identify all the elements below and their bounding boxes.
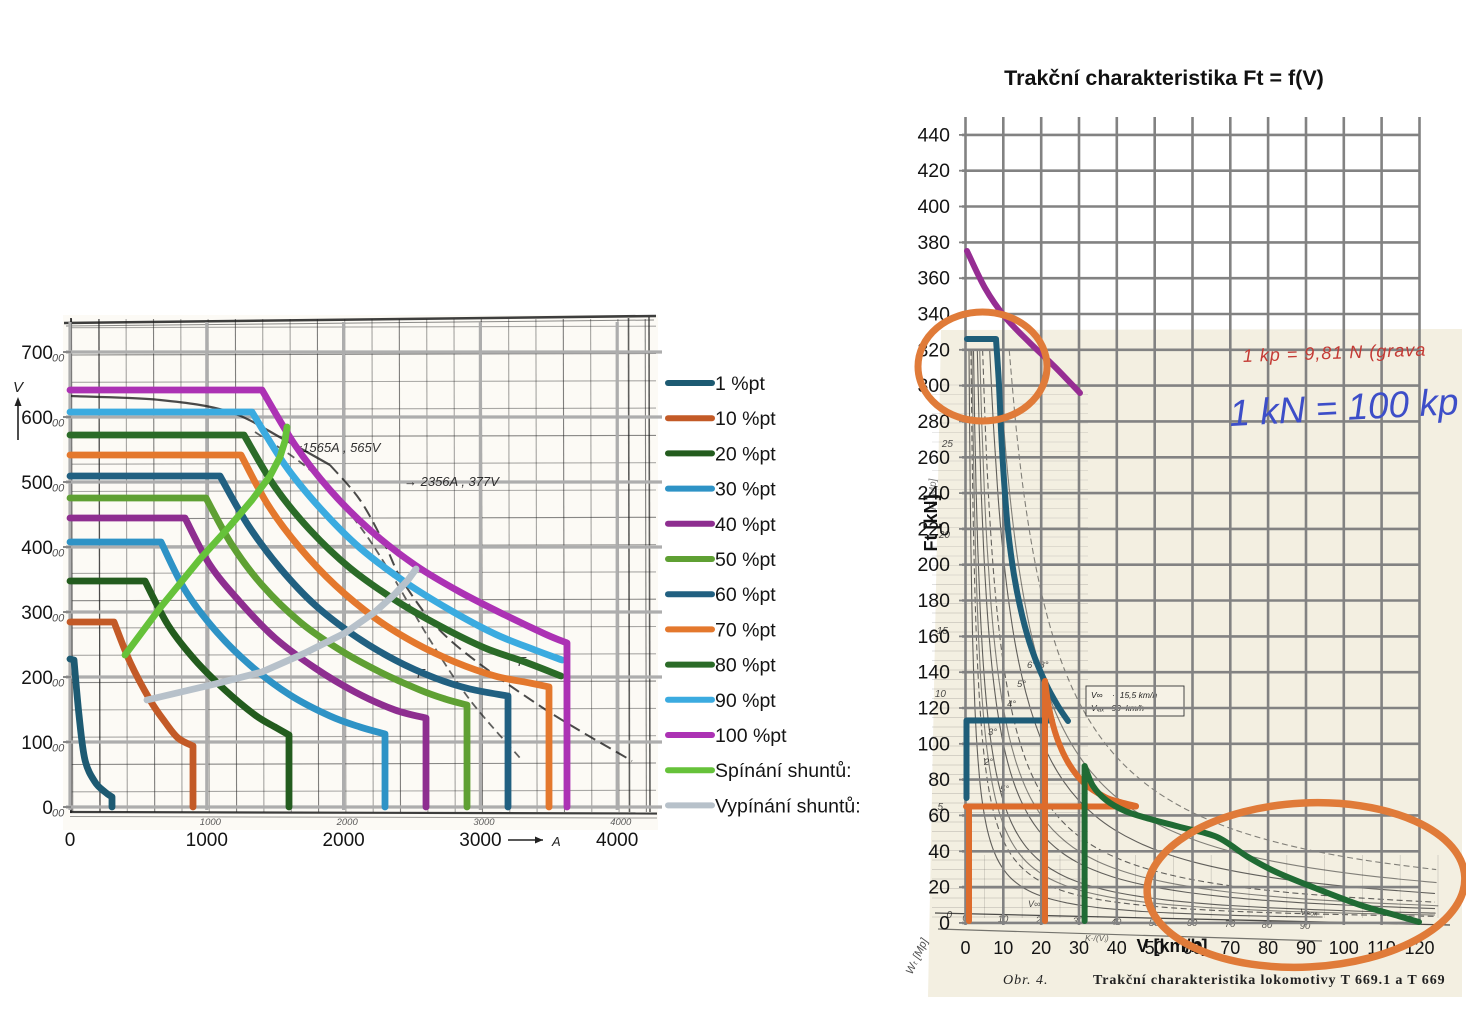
svg-text:180: 180 bbox=[917, 590, 950, 612]
svg-text:400: 400 bbox=[917, 196, 950, 218]
svg-text:600: 600 bbox=[21, 408, 53, 429]
svg-text:00: 00 bbox=[52, 418, 65, 430]
svg-text:2°: 2° bbox=[983, 757, 993, 768]
svg-text:20: 20 bbox=[928, 877, 950, 899]
svg-text:V∞: V∞ bbox=[1028, 899, 1040, 909]
svg-text:Spínání shuntů:: Spínání shuntů: bbox=[715, 760, 852, 782]
svg-text:Vypínání shuntů:: Vypínání shuntů: bbox=[715, 795, 861, 817]
svg-text:→ 2356A , 377V: → 2356A , 377V bbox=[404, 474, 500, 489]
svg-text:30: 30 bbox=[1069, 938, 1089, 958]
svg-text:00: 00 bbox=[52, 548, 65, 560]
svg-text:700: 700 bbox=[21, 343, 53, 364]
svg-text:Fₜ [Mp]: Fₜ [Mp] bbox=[928, 478, 939, 510]
svg-text:300: 300 bbox=[21, 603, 53, 624]
svg-text:80 %pt: 80 %pt bbox=[715, 655, 776, 677]
svg-text:160: 160 bbox=[917, 626, 950, 648]
svg-text:40: 40 bbox=[928, 841, 950, 863]
svg-text:Vₖₒₓ: Vₖₒₓ bbox=[1300, 907, 1318, 918]
svg-text:4000: 4000 bbox=[610, 817, 632, 828]
svg-text:10: 10 bbox=[993, 938, 1013, 958]
svg-text:2000: 2000 bbox=[336, 817, 359, 828]
svg-text:260: 260 bbox=[917, 447, 950, 469]
svg-text:V∞ · 15,5 km/h: V∞ · 15,5 km/h bbox=[1091, 690, 1157, 700]
svg-text:4°: 4° bbox=[1007, 699, 1016, 710]
svg-text:140: 140 bbox=[917, 662, 950, 684]
svg-text:≈1565A , 565V: ≈1565A , 565V bbox=[295, 440, 382, 455]
svg-text:Ft [kN]: Ft [kN] bbox=[921, 495, 941, 552]
svg-text:10 %pt: 10 %pt bbox=[715, 408, 776, 430]
svg-text:220: 220 bbox=[917, 518, 950, 540]
svg-text:3°: 3° bbox=[988, 727, 997, 738]
svg-text:Obr. 4.: Obr. 4. bbox=[1003, 973, 1049, 988]
svg-text:200: 200 bbox=[21, 668, 53, 689]
svg-text:00: 00 bbox=[52, 613, 65, 625]
svg-text:80: 80 bbox=[1262, 920, 1273, 931]
svg-text:00: 00 bbox=[52, 678, 65, 690]
svg-text:500: 500 bbox=[21, 473, 53, 494]
svg-text:240: 240 bbox=[917, 483, 950, 505]
svg-text:A: A bbox=[551, 834, 561, 849]
svg-text:15: 15 bbox=[937, 626, 949, 637]
svg-text:80: 80 bbox=[1258, 938, 1278, 958]
svg-text:20: 20 bbox=[1031, 938, 1051, 958]
svg-text:400: 400 bbox=[21, 538, 53, 559]
svg-text:100: 100 bbox=[917, 733, 950, 755]
svg-text:0: 0 bbox=[42, 798, 53, 819]
svg-text:60 %pt: 60 %pt bbox=[715, 584, 776, 606]
svg-text:70: 70 bbox=[1220, 938, 1240, 958]
svg-text:70 %pt: 70 %pt bbox=[715, 619, 776, 641]
svg-text:10: 10 bbox=[935, 689, 947, 700]
svg-text:0: 0 bbox=[65, 830, 76, 851]
svg-text:40 %pt: 40 %pt bbox=[715, 514, 776, 536]
svg-text:90: 90 bbox=[1300, 921, 1311, 932]
svg-text:V [km/h]: V [km/h] bbox=[1136, 936, 1207, 956]
svg-text:280: 280 bbox=[917, 411, 950, 433]
svg-text:V: V bbox=[13, 379, 25, 396]
svg-text:5: 5 bbox=[937, 802, 943, 813]
svg-text:K·/(Vⱼ): K·/(Vⱼ) bbox=[1085, 933, 1109, 943]
svg-text:1 %pt: 1 %pt bbox=[715, 373, 765, 395]
svg-text:1000: 1000 bbox=[200, 817, 222, 828]
svg-text:0: 0 bbox=[960, 938, 970, 958]
svg-text:0: 0 bbox=[939, 912, 950, 934]
svg-text:440: 440 bbox=[917, 124, 950, 146]
svg-text:50 %pt: 50 %pt bbox=[715, 549, 776, 571]
svg-text:50: 50 bbox=[1145, 938, 1165, 958]
svg-text:30 %pt: 30 %pt bbox=[715, 479, 776, 501]
svg-text:25: 25 bbox=[941, 439, 954, 450]
svg-text:00: 00 bbox=[52, 743, 65, 755]
svg-text:3000: 3000 bbox=[473, 817, 495, 828]
svg-text:00: 00 bbox=[52, 353, 65, 365]
svg-text:2000: 2000 bbox=[322, 830, 364, 851]
svg-text:420: 420 bbox=[917, 160, 950, 182]
svg-text:4000: 4000 bbox=[596, 830, 638, 851]
svg-text:20: 20 bbox=[938, 530, 951, 541]
svg-text:40: 40 bbox=[1107, 938, 1127, 958]
svg-text:0: 0 bbox=[946, 910, 952, 921]
svg-text:100: 100 bbox=[1329, 938, 1359, 958]
svg-text:60: 60 bbox=[928, 805, 950, 827]
svg-text:Trakční charakteristika Ft = f: Trakční charakteristika Ft = f(V) bbox=[1004, 66, 1324, 90]
svg-text:120: 120 bbox=[917, 698, 950, 720]
svg-text:100: 100 bbox=[21, 733, 53, 754]
svg-text:00: 00 bbox=[52, 808, 65, 820]
svg-text:5°: 5° bbox=[1017, 679, 1026, 690]
svg-text:80: 80 bbox=[928, 769, 950, 791]
svg-text:360: 360 bbox=[917, 268, 950, 290]
svg-text:20 %pt: 20 %pt bbox=[715, 443, 776, 465]
svg-text:100 %pt: 100 %pt bbox=[715, 725, 787, 747]
svg-text:90: 90 bbox=[1296, 938, 1316, 958]
svg-text:200: 200 bbox=[917, 554, 950, 576]
svg-text:5°: 5° bbox=[1000, 784, 1009, 795]
svg-text:380: 380 bbox=[917, 232, 950, 254]
svg-text:3000: 3000 bbox=[459, 830, 501, 851]
svg-text:00: 00 bbox=[52, 483, 65, 495]
svg-text:90 %pt: 90 %pt bbox=[715, 690, 776, 712]
svg-text:1000: 1000 bbox=[186, 830, 228, 851]
svg-text:Trakční charakteristika lokomo: Trakční charakteristika lokomotivy T 669… bbox=[1093, 973, 1446, 988]
